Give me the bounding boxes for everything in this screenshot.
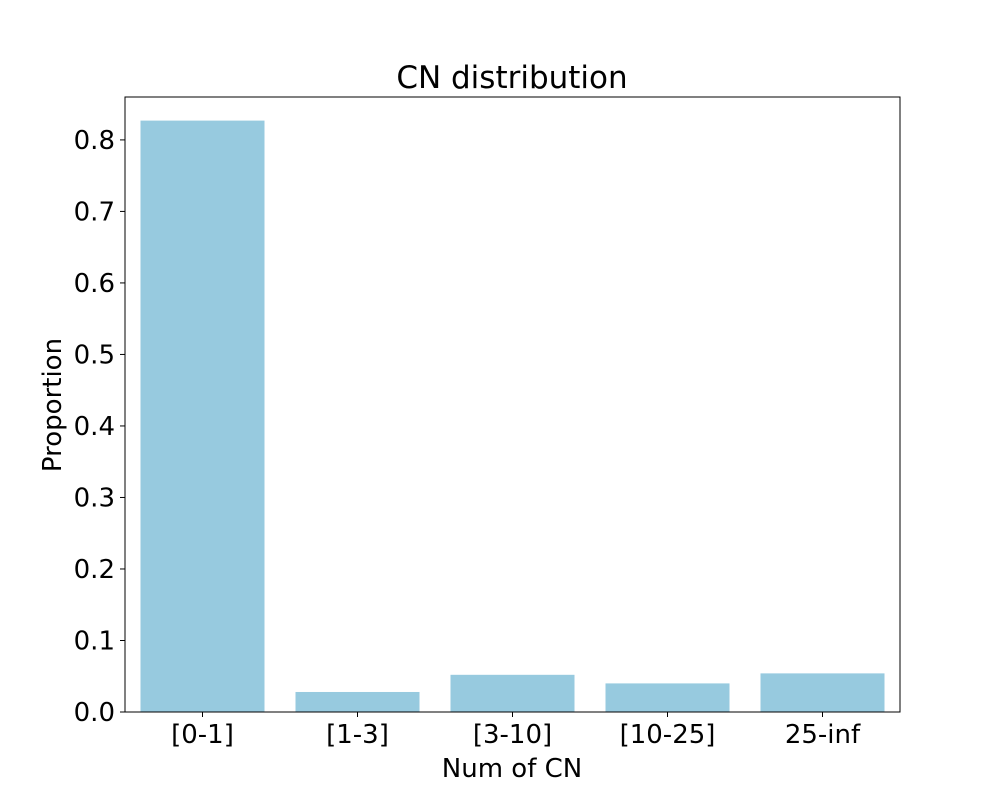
y-tick-label: 0.3: [74, 483, 115, 513]
bars-layer: [140, 120, 885, 713]
x-tick-label: [0-1]: [171, 720, 234, 750]
chart-title: CN distribution: [396, 60, 627, 96]
x-tick-label: [1-3]: [326, 720, 389, 750]
y-tick-label: 0.0: [74, 698, 115, 728]
y-tick-label: 0.8: [74, 126, 115, 156]
y-tick-label: 0.5: [74, 340, 115, 370]
x-tick-label: [3-10]: [473, 720, 552, 750]
bar: [605, 683, 730, 712]
x-axis-label: Num of CN: [442, 754, 582, 784]
bar: [450, 674, 575, 712]
y-axis: 0.0 0.1 0.2 0.3 0.4 0.5 0.6 0.7 0.8: [74, 126, 125, 728]
x-tick-label: [10-25]: [620, 720, 716, 750]
bar: [295, 691, 420, 712]
y-tick-label: 0.1: [74, 626, 115, 656]
y-tick-label: 0.7: [74, 197, 115, 227]
y-axis-label: Proportion: [38, 338, 68, 472]
bar: [140, 120, 265, 713]
bar: [760, 673, 885, 712]
y-tick-label: 0.4: [74, 412, 115, 442]
y-tick-label: 0.6: [74, 269, 115, 299]
y-tick-label: 0.2: [74, 555, 115, 585]
x-tick-label: 25-inf: [785, 720, 861, 750]
x-axis: [0-1] [1-3] [3-10] [10-25] 25-inf: [171, 712, 861, 750]
